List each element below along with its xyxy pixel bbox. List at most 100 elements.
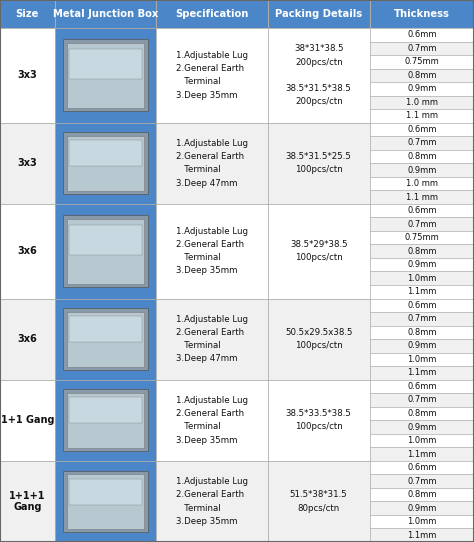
Bar (370, 231, 474, 244)
Bar (63, 308, 148, 370)
Bar (63, 40, 148, 111)
Bar (156, 299, 268, 380)
Bar (370, 177, 474, 190)
Bar (370, 0, 474, 28)
Bar (370, 150, 474, 163)
Bar (67, 393, 144, 448)
Bar (67, 218, 144, 284)
Text: 38.5*31.5*25.5
100pcs/ctn: 38.5*31.5*25.5 100pcs/ctn (286, 152, 352, 175)
Bar (268, 28, 370, 122)
Text: 3x3: 3x3 (18, 158, 37, 168)
Bar (0, 204, 55, 299)
Bar (370, 122, 474, 136)
Bar (370, 461, 474, 474)
Bar (69, 224, 142, 255)
Text: Metal Junction Box: Metal Junction Box (53, 9, 158, 19)
Bar (370, 366, 474, 380)
Bar (63, 132, 148, 194)
Bar (55, 0, 156, 28)
Text: 0.7mm: 0.7mm (407, 476, 437, 486)
Text: 0.6mm: 0.6mm (407, 125, 437, 134)
Bar (0, 299, 55, 380)
Bar (370, 204, 474, 217)
Text: 0.6mm: 0.6mm (407, 301, 437, 310)
Text: 3x3: 3x3 (18, 70, 37, 80)
Text: 0.9mm: 0.9mm (407, 165, 437, 175)
Bar (268, 299, 370, 380)
Text: 0.9mm: 0.9mm (407, 504, 437, 513)
Bar (0, 122, 55, 204)
Bar (156, 380, 268, 461)
Text: 0.6mm: 0.6mm (407, 382, 437, 391)
Text: 1.1mm: 1.1mm (407, 531, 437, 540)
Bar (370, 447, 474, 461)
Bar (370, 163, 474, 177)
Bar (370, 136, 474, 150)
Text: 0.75mm: 0.75mm (404, 233, 439, 242)
Text: 51.5*38*31.5
80pcs/ctn: 51.5*38*31.5 80pcs/ctn (290, 491, 347, 513)
Text: 0.9mm: 0.9mm (407, 260, 437, 269)
Text: 1.0mm: 1.0mm (407, 274, 437, 283)
Text: 3x6: 3x6 (18, 246, 37, 256)
Text: 0.8mm: 0.8mm (407, 328, 437, 337)
Text: 1.0mm: 1.0mm (407, 436, 437, 445)
Text: Size: Size (16, 9, 39, 19)
Text: 0.7mm: 0.7mm (407, 138, 437, 147)
Text: 0.9mm: 0.9mm (407, 423, 437, 431)
Bar (370, 69, 474, 82)
Text: 0.8mm: 0.8mm (407, 490, 437, 499)
Bar (370, 272, 474, 285)
Text: 3x6: 3x6 (18, 334, 37, 344)
Bar (69, 317, 142, 342)
Bar (370, 244, 474, 258)
Text: 1.1mm: 1.1mm (407, 287, 437, 296)
Bar (156, 461, 268, 542)
Bar (55, 204, 156, 299)
Bar (370, 312, 474, 326)
Bar (370, 380, 474, 393)
Bar (370, 82, 474, 95)
Text: 1.0 mm: 1.0 mm (406, 179, 438, 188)
Bar (370, 285, 474, 299)
Bar (67, 312, 144, 366)
Bar (156, 204, 268, 299)
Bar (370, 339, 474, 353)
Bar (67, 474, 144, 529)
Bar (370, 326, 474, 339)
Bar (370, 299, 474, 312)
Bar (370, 434, 474, 447)
Bar (0, 461, 55, 542)
Bar (69, 479, 142, 505)
Text: 0.6mm: 0.6mm (407, 206, 437, 215)
Bar (370, 528, 474, 542)
Text: 1.Adjustable Lug
2.General Earth
   Terminal
3.Deep 35mm: 1.Adjustable Lug 2.General Earth Termina… (176, 396, 248, 444)
Bar (370, 258, 474, 272)
Text: 1.0 mm: 1.0 mm (406, 98, 438, 107)
Bar (156, 28, 268, 122)
Bar (370, 420, 474, 434)
Text: 0.6mm: 0.6mm (407, 30, 437, 39)
Bar (0, 380, 55, 461)
Text: Specification: Specification (175, 9, 249, 19)
Text: 1.Adjustable Lug
2.General Earth
   Terminal
3.Deep 35mm: 1.Adjustable Lug 2.General Earth Termina… (176, 477, 248, 526)
Text: 0.7mm: 0.7mm (407, 44, 437, 53)
Bar (268, 0, 370, 28)
Text: 1+1 Gang: 1+1 Gang (0, 415, 54, 425)
Bar (268, 204, 370, 299)
Text: 0.8mm: 0.8mm (407, 247, 437, 256)
Bar (55, 380, 156, 461)
Text: 50.5x29.5x38.5
100pcs/ctn: 50.5x29.5x38.5 100pcs/ctn (285, 328, 353, 350)
Text: 0.9mm: 0.9mm (407, 341, 437, 350)
Text: 1.Adjustable Lug
2.General Earth
   Terminal
3.Deep 35mm: 1.Adjustable Lug 2.General Earth Termina… (176, 51, 248, 100)
Bar (370, 353, 474, 366)
Text: Thickness: Thickness (394, 9, 450, 19)
Bar (370, 55, 474, 69)
Text: 0.8mm: 0.8mm (407, 409, 437, 418)
Text: Packing Details: Packing Details (275, 9, 362, 19)
Bar (268, 122, 370, 204)
Bar (156, 122, 268, 204)
Bar (370, 488, 474, 501)
Text: 1.Adjustable Lug
2.General Earth
   Terminal
3.Deep 35mm: 1.Adjustable Lug 2.General Earth Termina… (176, 227, 248, 275)
Text: 0.7mm: 0.7mm (407, 220, 437, 229)
Bar (67, 43, 144, 108)
